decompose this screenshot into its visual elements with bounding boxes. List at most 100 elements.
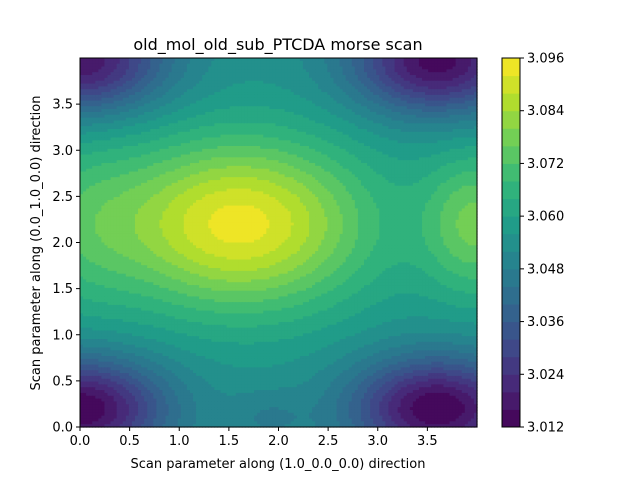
contour-cell [122,80,127,85]
contour-cell [196,92,200,96]
contour-cell [309,77,313,82]
contour-cell [330,86,335,90]
contour-cell [452,106,457,110]
contour-cell [180,69,185,73]
contour-cell [330,100,335,105]
contour-cell [98,63,102,68]
contour-cell [409,97,414,102]
contour-cell [284,94,289,99]
contour-cell [156,109,160,113]
contour-cell [186,89,191,93]
contour-cell [147,63,151,68]
contour-cell [202,111,206,116]
contour-cell [403,69,408,73]
contour-cell [382,69,386,73]
contour-cell [357,103,362,107]
contour-cell [360,86,365,90]
contour-cell [180,80,185,85]
contour-cell [119,58,124,62]
contour-cell [186,86,191,90]
contour-cell [364,83,368,87]
contour-cell [473,89,478,93]
contour-cell [214,66,219,70]
contour-cell [131,80,136,85]
contour-cell [437,66,441,70]
contour-cell [354,72,359,76]
contour-cell [226,66,231,70]
contour-cell [260,60,264,65]
contour-cell [138,63,142,68]
contour-cell [333,92,338,96]
contour-cell [431,97,435,102]
contour-cell [272,72,277,76]
contour-cell [376,94,380,99]
contour-cell [305,72,310,76]
contour-cell [351,63,356,68]
contour-cell [95,77,99,82]
contour-cell [403,92,408,96]
contour-cell [144,83,148,87]
contour-cell [470,77,475,82]
contour-cell [244,97,249,102]
contour-cell [251,109,255,113]
contour-cell [116,97,121,102]
contour-cell [391,83,396,87]
contour-cell [220,83,225,87]
contour-cell [119,94,124,99]
contour-cell [391,100,396,105]
contour-cell [241,66,246,70]
contour-cell [208,92,212,96]
contour-cell [226,106,231,110]
contour-cell [376,106,380,110]
contour-cell [345,60,350,65]
contour-cell [147,100,151,105]
contour-cell [428,83,432,87]
contour-cell [336,92,341,96]
contour-cell [83,86,87,90]
contour-cell [159,103,164,107]
contour-cell [144,106,148,110]
contour-cell [244,66,249,70]
contour-cell [278,72,283,76]
contour-cell [226,75,231,79]
contour-cell [333,75,338,79]
contour-cell [324,60,328,65]
contour-cell [333,100,338,105]
contour-cell [119,89,124,93]
contour-cell [296,86,301,90]
contour-cell [394,69,399,73]
contour-cell [199,66,203,70]
contour-cell [437,106,441,110]
contour-cell [272,103,277,107]
contour-cell [141,109,145,113]
contour-cell [470,80,475,85]
contour-cell [205,75,209,79]
contour-cell [257,63,261,68]
contour-cell [144,80,148,85]
contour-cell [385,86,390,90]
contour-cell [437,83,441,87]
contour-cell [422,106,426,110]
contour-cell [199,100,203,105]
contour-cell [364,60,368,65]
contour-cell [293,60,298,65]
contour-cell [281,60,286,65]
contour-cell [357,80,362,85]
contour-cell [360,100,365,105]
contour-cell [147,92,151,96]
contour-cell [312,97,316,102]
contour-cell [415,86,420,90]
contour-cell [89,83,93,87]
contour-cell [147,94,151,99]
contour-cell [464,63,469,68]
contour-cell [244,60,249,65]
contour-cell [159,60,164,65]
contour-cell [183,97,188,102]
contour-cell [321,66,325,70]
contour-cell [364,69,368,73]
contour-cell [235,83,240,87]
contour-cell [138,69,142,73]
contour-cell [211,109,215,113]
contour-cell [257,77,261,82]
contour-cell [397,75,402,79]
